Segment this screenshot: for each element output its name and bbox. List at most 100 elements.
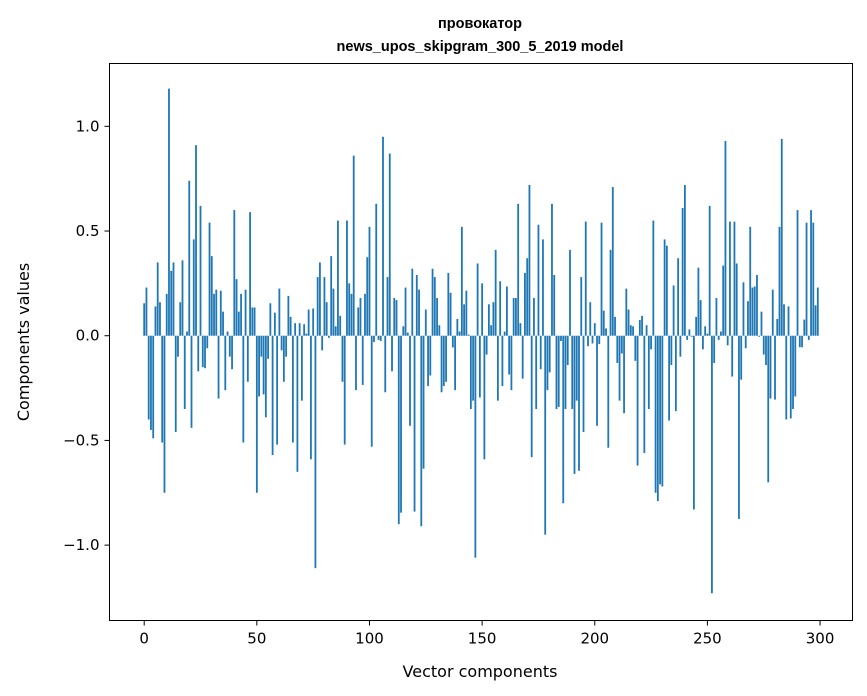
bar-282 — [778, 226, 781, 336]
bar-37 — [226, 331, 229, 336]
bar-80 — [323, 277, 326, 336]
bar-221 — [641, 315, 643, 336]
bar-75 — [312, 308, 315, 336]
bar-298 — [814, 305, 817, 336]
bar-268 — [747, 301, 749, 336]
bar-139 — [456, 318, 459, 336]
bar-274 — [760, 311, 763, 336]
bar-7 — [159, 302, 161, 336]
bar-262 — [733, 221, 736, 336]
bar-143 — [465, 290, 468, 336]
bar-177 — [542, 239, 544, 336]
bar-69 — [298, 323, 301, 336]
bar-259 — [726, 335, 729, 346]
bar-28 — [206, 335, 209, 349]
bar-195 — [582, 335, 585, 433]
bar-154 — [490, 325, 493, 336]
bar-251 — [708, 205, 711, 336]
x-tick-label: 300 — [806, 630, 835, 648]
bar-217 — [632, 326, 634, 336]
bar-222 — [643, 335, 646, 453]
bar-202 — [598, 335, 601, 345]
bar-56 — [269, 303, 272, 336]
bar-283 — [780, 138, 783, 336]
bar-254 — [715, 298, 718, 336]
bar-182 — [553, 274, 556, 336]
bar-86 — [337, 220, 339, 336]
bar-178 — [544, 335, 547, 535]
bar-250 — [706, 333, 709, 336]
x-axis-label: Vector components — [403, 662, 558, 681]
bar-170 — [526, 258, 529, 336]
bar-50 — [255, 335, 258, 493]
bar-9 — [163, 335, 166, 493]
bar-26 — [201, 335, 204, 368]
bar-46 — [246, 335, 249, 382]
x-tick-label: 100 — [355, 630, 384, 648]
bar-152 — [485, 335, 488, 355]
bar-52 — [260, 335, 263, 357]
bar-137 — [451, 335, 454, 348]
bar-48 — [251, 307, 254, 336]
bar-242 — [688, 329, 691, 336]
bar-171 — [528, 184, 531, 336]
bar-119 — [411, 268, 414, 336]
bar-189 — [569, 249, 571, 336]
bar-44 — [242, 335, 245, 443]
bar-162 — [508, 335, 511, 375]
bar-193 — [578, 335, 580, 471]
bar-166 — [517, 203, 520, 336]
bar-64 — [287, 295, 290, 336]
y-axis-label: Components values — [14, 263, 33, 421]
bar-185 — [560, 335, 562, 341]
bar-38 — [228, 335, 231, 357]
bar-102 — [373, 335, 375, 342]
bar-133 — [442, 335, 445, 386]
bar-267 — [744, 335, 747, 349]
bar-180 — [548, 335, 551, 373]
bar-22 — [192, 239, 195, 336]
bar-159 — [501, 335, 504, 386]
bar-134 — [445, 335, 447, 382]
bar-261 — [731, 335, 734, 377]
chart-title-line-1: провокатор — [438, 16, 522, 32]
bar-145 — [469, 335, 472, 410]
x-tick-label: 150 — [468, 630, 497, 648]
bar-245 — [695, 316, 698, 336]
bar-24 — [197, 335, 200, 372]
bar-89 — [343, 335, 346, 445]
bar-25 — [199, 205, 202, 336]
bar-276 — [765, 335, 767, 366]
bar-255 — [717, 335, 720, 340]
bar-205 — [605, 328, 607, 336]
bar-196 — [584, 221, 587, 336]
bar-289 — [794, 335, 797, 397]
bar-108 — [386, 277, 389, 336]
bar-231 — [663, 239, 666, 336]
bar-8 — [161, 335, 164, 443]
bar-207 — [609, 249, 612, 336]
bar-219 — [636, 335, 639, 466]
bar-206 — [607, 335, 610, 448]
bar-116 — [404, 287, 407, 336]
x-tick-label: 50 — [247, 630, 266, 648]
bar-87 — [339, 315, 342, 336]
bar-233 — [668, 335, 671, 421]
bar-82 — [328, 335, 330, 338]
x-tick-label: 0 — [139, 630, 149, 648]
bar-107 — [384, 335, 387, 393]
bar-295 — [807, 335, 810, 340]
bar-240 — [683, 184, 686, 336]
y-tick-label: −0.5 — [63, 431, 99, 449]
bar-208 — [611, 187, 614, 336]
bar-218 — [634, 335, 637, 361]
bar-15 — [177, 335, 179, 357]
bar-258 — [724, 140, 727, 336]
bar-138 — [454, 335, 456, 391]
bar-20 — [188, 180, 191, 336]
bar-264 — [738, 335, 740, 519]
bar-27 — [204, 335, 206, 369]
bar-21 — [190, 335, 193, 428]
bar-158 — [499, 281, 502, 336]
bar-85 — [334, 326, 337, 336]
